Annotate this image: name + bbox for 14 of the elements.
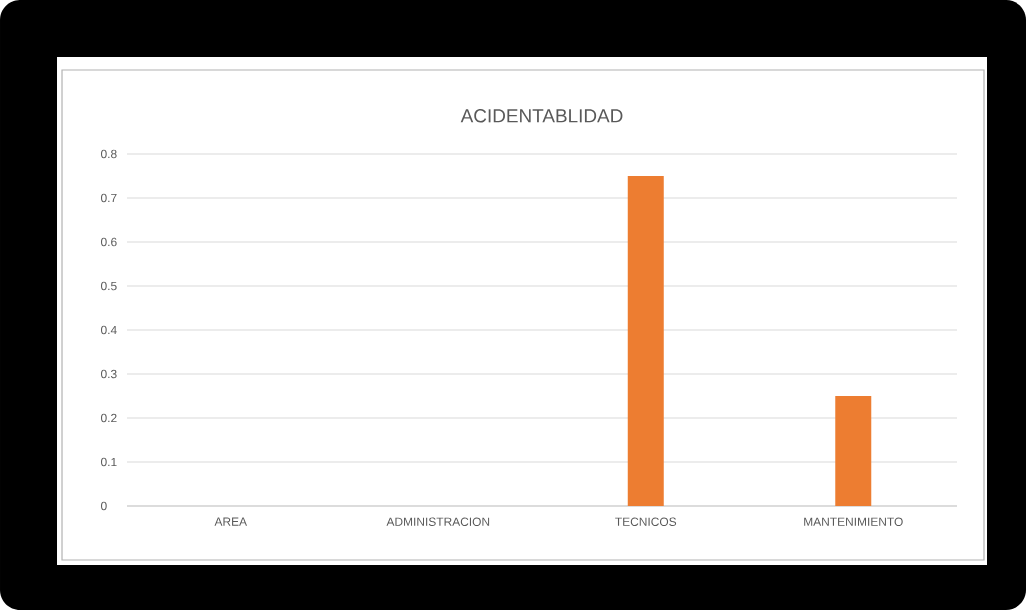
- y-tick-label: 0.5: [101, 281, 117, 291]
- x-tick-label: ADMINISTRACION: [386, 517, 490, 526]
- x-tick-label: AREA: [214, 517, 248, 526]
- y-tick-label: 0.6: [101, 237, 117, 247]
- y-tick-label: 0.1: [101, 457, 117, 467]
- x-tick-label: TECNICOS: [615, 517, 677, 526]
- y-tick-label: 0: [101, 501, 107, 511]
- x-tick-label: MANTENIMIENTO: [804, 517, 903, 526]
- y-tick-label: 0.7: [101, 193, 117, 203]
- y-tick-label: 0.2: [101, 413, 117, 423]
- y-tick-label: 0.4: [101, 325, 117, 335]
- y-tick-label: 0.8: [101, 149, 117, 159]
- y-tick-label: 0.3: [101, 369, 117, 379]
- chart-title: ACIDENTABLIDAD: [460, 109, 623, 123]
